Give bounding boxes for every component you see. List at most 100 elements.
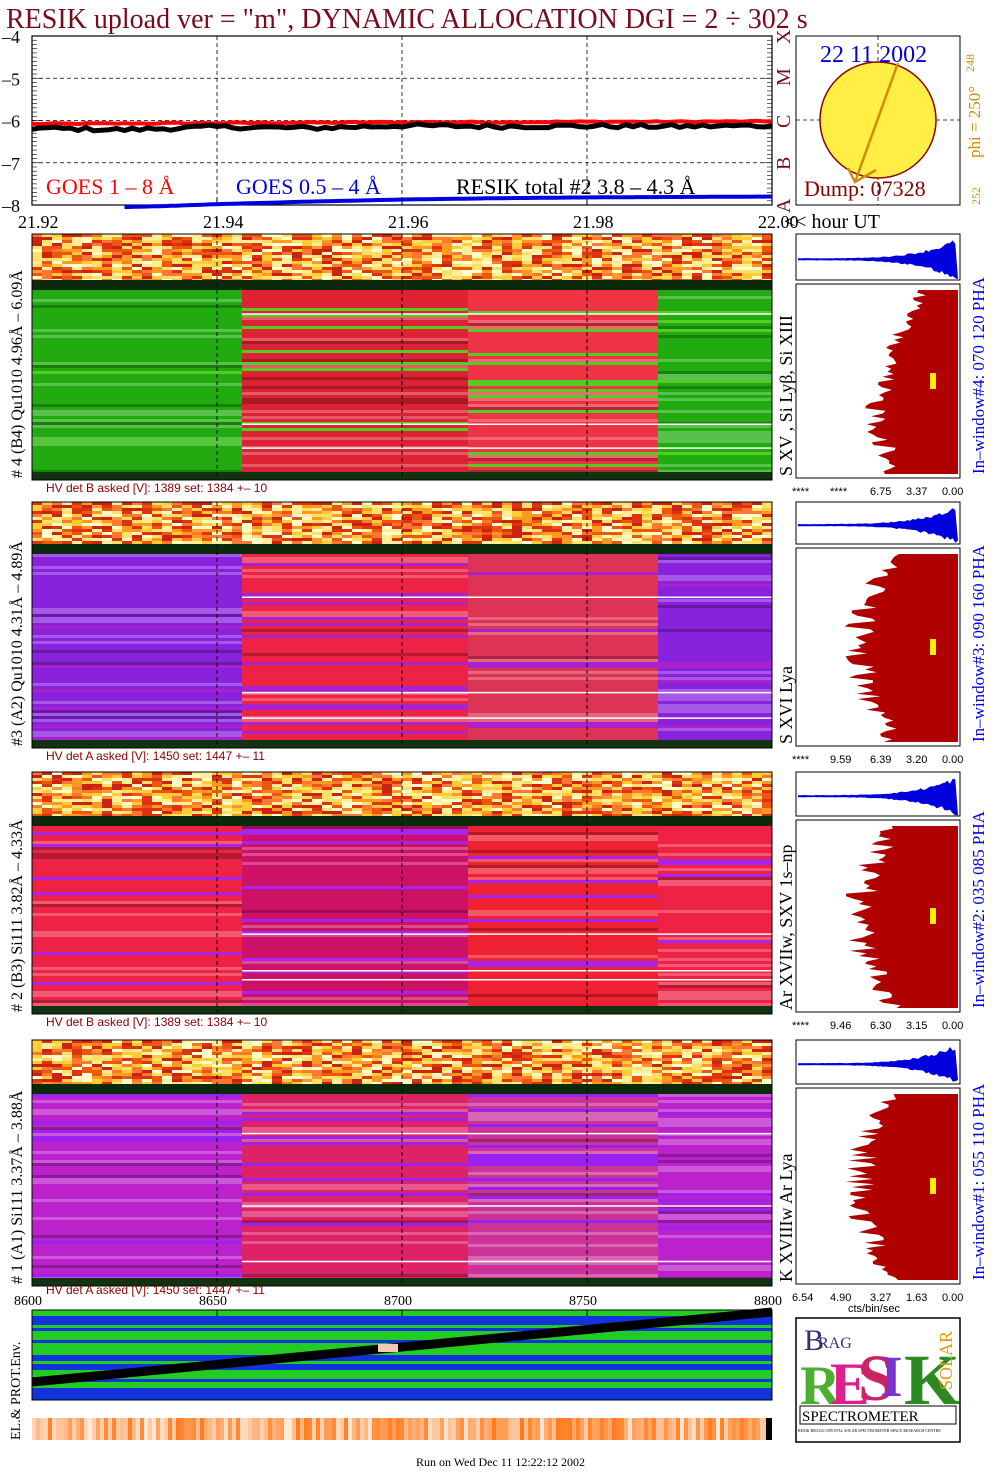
heatmap-fire-cell: [692, 261, 702, 264]
heatmap-fire-cell: [672, 526, 682, 529]
heatmap-fire-cell: [302, 814, 312, 817]
heatmap-fire-cell: [332, 1043, 342, 1046]
heatmap-fire-cell: [422, 811, 432, 814]
heatmap-body-row: [242, 458, 468, 461]
heatmap-fire-cell: [422, 505, 432, 508]
heatmap-body-row: [468, 710, 658, 713]
heatmap-fire-cell: [482, 541, 492, 544]
heatmap-fire-cell: [342, 270, 352, 273]
heatmap-body-row: [468, 602, 658, 605]
heatmap-body-row: [658, 569, 772, 572]
heatmap-fire-cell: [562, 805, 572, 808]
heatmap-fire-cell: [532, 784, 542, 787]
heatmap-fire-cell: [372, 520, 382, 523]
heatmap-fire-cell: [432, 535, 442, 538]
heatmap-fire-cell: [342, 264, 352, 267]
heatmap-fire-cell: [232, 249, 242, 252]
heatmap-fire-cell: [232, 523, 242, 526]
heatmap-fire-cell: [722, 276, 732, 279]
heatmap-fire-cell: [402, 517, 412, 520]
heatmap-fire-cell: [462, 1040, 472, 1043]
heatmap-fire-cell: [652, 1064, 662, 1067]
heatmap-fire-cell: [152, 787, 162, 790]
heatmap-fire-cell: [222, 1046, 232, 1049]
goes-y-tick-label: –4: [1, 27, 20, 47]
heatmap-fire-cell: [642, 276, 652, 279]
heatmap-fire-cell: [312, 781, 322, 784]
heatmap-fire-cell: [672, 811, 682, 814]
heatmap-fire-cell: [472, 802, 482, 805]
heatmap-fire-cell: [622, 517, 632, 520]
heatmap-body-row: [658, 395, 772, 398]
heatmap-body-row: [468, 431, 658, 434]
heatmap-fire-cell: [672, 505, 682, 508]
heatmap-fire-cell: [192, 249, 202, 252]
heatmap-fire-cell: [612, 538, 622, 541]
heatmap-fire-cell: [642, 264, 652, 267]
heatmap-body-row: [658, 922, 772, 925]
heatmap-fire-cell: [112, 532, 122, 535]
heatmap-fire-cell: [682, 811, 692, 814]
heatmap-fire-cell: [392, 267, 402, 270]
heatmap-fire-cell: [522, 805, 532, 808]
heatmap-fire-cell: [262, 814, 272, 817]
heatmap-fire-cell: [762, 511, 772, 514]
heatmap-body-row: [242, 566, 468, 569]
heatmap-fire-cell: [222, 255, 232, 258]
heatmap-fire-cell: [322, 790, 332, 793]
heatmap-fire-cell: [512, 1043, 522, 1046]
heatmap-fire-cell: [752, 805, 762, 808]
heatmap-fire-cell: [502, 775, 512, 778]
heatmap-fire-cell: [292, 799, 302, 802]
heatmap-fire-cell: [452, 802, 462, 805]
heatmap-fire-cell: [632, 243, 642, 246]
heatmap-fire-cell: [712, 538, 722, 541]
heatmap-body-row: [658, 644, 772, 647]
heatmap-fire-cell: [312, 1043, 322, 1046]
heatmap-fire-cell: [602, 505, 612, 508]
heatmap-fire-cell: [492, 790, 502, 793]
heatmap-fire-cell: [722, 523, 732, 526]
heatmap-fire-cell: [672, 802, 682, 805]
heatmap-fire-cell: [682, 1046, 692, 1049]
heatmap-fire-cell: [732, 787, 742, 790]
heatmap-fire-cell: [542, 814, 552, 817]
heatmap-fire-cell: [32, 276, 42, 279]
heatmap-fire-cell: [182, 796, 192, 799]
heatmap-fire-cell: [102, 1046, 112, 1049]
heatmap-fire-cell: [292, 234, 302, 237]
heatmap-fire-cell: [52, 252, 62, 255]
heatmap-fire-cell: [282, 538, 292, 541]
heatmap-fire-cell: [232, 538, 242, 541]
heatmap-fire-cell: [652, 264, 662, 267]
heatmap-fire-cell: [272, 240, 282, 243]
heatmap-fire-cell: [232, 520, 242, 523]
heatmap-fire-cell: [452, 811, 462, 814]
heatmap-fire-cell: [562, 1046, 572, 1049]
heatmap-fire-cell: [402, 270, 412, 273]
heatmap-fire-cell: [432, 258, 442, 261]
heatmap-fire-cell: [382, 243, 392, 246]
heatmap-fire-cell: [462, 814, 472, 817]
heatmap-body-row: [32, 449, 242, 452]
heatmap-fire-cell: [662, 1058, 672, 1061]
heatmap-fire-cell: [352, 1052, 362, 1055]
heatmap-body-row: [242, 569, 468, 572]
heatmap-fire-cell: [472, 778, 482, 781]
heatmap-fire-cell: [92, 502, 102, 505]
heatmap-body-row: [658, 326, 772, 329]
heatmap-fire-cell: [422, 805, 432, 808]
heatmap-body-row: [32, 314, 242, 317]
heatmap-fire-cell: [512, 267, 522, 270]
heatmap-fire-cell: [122, 243, 132, 246]
heatmap-fire-cell: [452, 529, 462, 532]
heatmap-fire-cell: [72, 523, 82, 526]
heatmap-fire-cell: [432, 264, 442, 267]
heatmap-fire-cell: [542, 523, 552, 526]
heatmap-fire-cell: [242, 261, 252, 264]
heatmap-body-row: [242, 728, 468, 731]
heatmap-fire-cell: [82, 514, 92, 517]
goes-series-line-3: [31, 121, 773, 134]
heatmap-fire-cell: [622, 514, 632, 517]
heatmap-fire-cell: [482, 1067, 492, 1070]
